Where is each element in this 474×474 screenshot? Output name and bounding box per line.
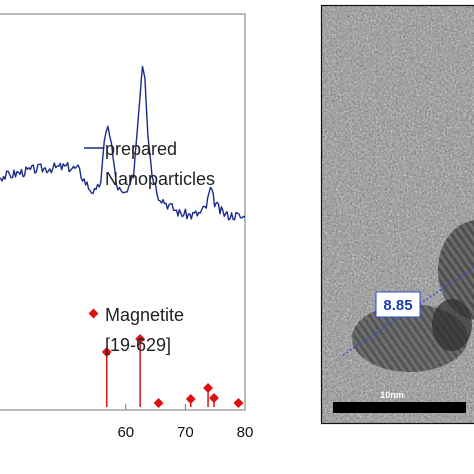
magnetite-stick [135,334,146,407]
measurement-label-box [375,291,421,318]
legend-diamond-swatch [88,308,99,319]
x-tick-label: 70 [177,424,194,441]
x-axis-ticks [125,404,246,410]
legend-magnetite: Magnetite [19-629] [88,305,184,355]
magnetite-stick-marker [135,334,146,344]
scale-bar [333,402,466,413]
magnetite-stick-marker [203,383,213,393]
particle-dark-core [432,299,472,351]
magnetite-stick [233,398,244,408]
scale-bar-label: 10nm [380,390,404,400]
xrd-chart: 60 70 80 prepared Nanoparticles Magnetite … [0,13,253,441]
magnetite-stick-marker [153,398,164,408]
legend-label-magnetite: Magnetite [105,305,184,325]
tem-micrograph: 8.85 10nm [320,4,474,425]
particle-upper [438,220,474,320]
x-tick-label: 60 [117,424,134,441]
measurement-label: 8.85 [383,297,412,314]
plot-frame [0,13,246,411]
legend-label-nanoparticles: Nanoparticles [105,169,215,189]
magnetite-stick-marker [233,398,244,408]
x-tick-label: 80 [237,424,254,441]
magnetite-stick [101,347,112,407]
magnetite-stick [185,394,196,407]
tem-frame [320,4,474,425]
legend-prepared: prepared Nanoparticles [84,139,215,189]
magnetite-stick [203,383,213,407]
nanoparticle-xrd-line [0,65,246,221]
magnetite-stick [153,398,164,408]
x-axis-tick-labels: 60 70 80 [117,424,253,441]
legend-label-prepared: prepared [105,139,177,159]
legend-label-card: [19-629] [105,335,171,355]
magnetite-stick [209,393,219,407]
magnetite-stick-marker [209,393,219,403]
magnetite-stick-marker [185,394,196,404]
